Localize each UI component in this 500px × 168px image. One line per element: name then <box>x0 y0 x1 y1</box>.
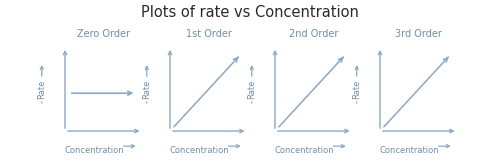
Text: Rate: Rate <box>247 79 256 99</box>
Text: 2nd Order: 2nd Order <box>289 29 339 39</box>
Text: Concentration: Concentration <box>170 146 230 155</box>
Text: Plots of rate vs Concentration: Plots of rate vs Concentration <box>141 5 359 20</box>
Text: Concentration: Concentration <box>64 146 124 155</box>
Text: 1st Order: 1st Order <box>186 29 232 39</box>
Text: Concentration: Concentration <box>380 146 440 155</box>
Text: Rate: Rate <box>142 79 151 99</box>
Text: 3rd Order: 3rd Order <box>396 29 442 39</box>
Text: Concentration: Concentration <box>274 146 334 155</box>
Text: Rate: Rate <box>352 79 361 99</box>
Text: Zero Order: Zero Order <box>78 29 130 39</box>
Text: Rate: Rate <box>37 79 46 99</box>
